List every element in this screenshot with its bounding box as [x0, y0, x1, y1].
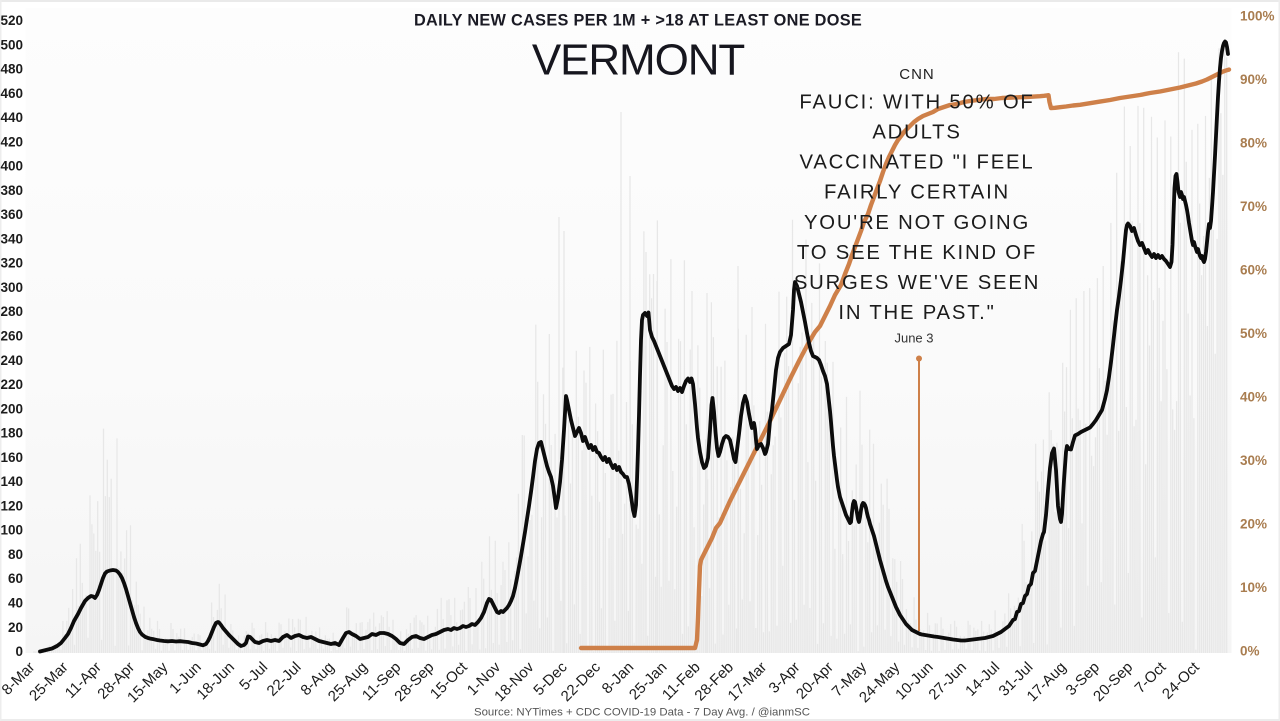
svg-text:480: 480: [0, 62, 23, 77]
svg-text:CNN: CNN: [899, 66, 935, 83]
svg-text:120: 120: [0, 498, 23, 513]
svg-text:YOU'RE NOT GOING: YOU'RE NOT GOING: [804, 212, 1030, 234]
svg-text:460: 460: [0, 86, 23, 101]
svg-text:IN THE PAST.": IN THE PAST.": [838, 302, 995, 324]
svg-text:200: 200: [0, 401, 23, 416]
svg-text:10%: 10%: [1240, 580, 1267, 595]
svg-text:30%: 30%: [1240, 453, 1267, 468]
svg-text:140: 140: [0, 474, 23, 489]
svg-text:300: 300: [0, 280, 23, 295]
svg-text:20: 20: [8, 620, 23, 635]
svg-text:FAIRLY CERTAIN: FAIRLY CERTAIN: [824, 182, 1010, 204]
svg-text:440: 440: [0, 110, 23, 125]
svg-text:0%: 0%: [1240, 644, 1260, 659]
svg-text:70%: 70%: [1240, 199, 1267, 214]
svg-text:500: 500: [0, 37, 23, 52]
svg-text:320: 320: [0, 256, 23, 271]
svg-text:VACCINATED "I FEEL: VACCINATED "I FEEL: [800, 152, 1035, 174]
svg-text:DAILY NEW CASES PER 1M + >18 A: DAILY NEW CASES PER 1M + >18 AT LEAST ON…: [414, 12, 862, 30]
svg-text:280: 280: [0, 304, 23, 319]
svg-text:220: 220: [0, 377, 23, 392]
svg-text:0: 0: [15, 644, 23, 659]
svg-text:Source: NYTimes + CDC COVID-1: Source: NYTimes + CDC COVID-19 Data - 7 …: [474, 707, 810, 719]
svg-text:ADULTS: ADULTS: [872, 122, 961, 144]
svg-text:TO SEE THE KIND OF: TO SEE THE KIND OF: [797, 242, 1037, 264]
svg-text:50%: 50%: [1240, 326, 1267, 341]
svg-text:80: 80: [8, 547, 23, 562]
svg-text:40%: 40%: [1240, 390, 1267, 405]
svg-text:340: 340: [0, 231, 23, 246]
svg-text:100: 100: [0, 523, 23, 538]
svg-text:60%: 60%: [1240, 263, 1267, 278]
svg-text:420: 420: [0, 134, 23, 149]
svg-text:180: 180: [0, 426, 23, 441]
svg-text:400: 400: [0, 159, 23, 174]
svg-text:June 3: June 3: [894, 331, 933, 346]
svg-text:FAUCI: WITH 50% OF: FAUCI: WITH 50% OF: [799, 91, 1034, 113]
svg-text:60: 60: [8, 571, 23, 586]
svg-text:90%: 90%: [1240, 72, 1267, 87]
svg-text:520: 520: [0, 13, 23, 28]
svg-text:100%: 100%: [1240, 9, 1275, 24]
svg-text:SURGES WE'VE SEEN: SURGES WE'VE SEEN: [794, 272, 1040, 294]
svg-text:VERMONT: VERMONT: [532, 35, 745, 84]
svg-text:40: 40: [8, 596, 23, 611]
svg-text:20%: 20%: [1240, 517, 1267, 532]
svg-text:260: 260: [0, 329, 23, 344]
svg-text:80%: 80%: [1240, 136, 1267, 151]
svg-text:380: 380: [0, 183, 23, 198]
svg-text:360: 360: [0, 207, 23, 222]
svg-text:160: 160: [0, 450, 23, 465]
svg-text:240: 240: [0, 353, 23, 368]
